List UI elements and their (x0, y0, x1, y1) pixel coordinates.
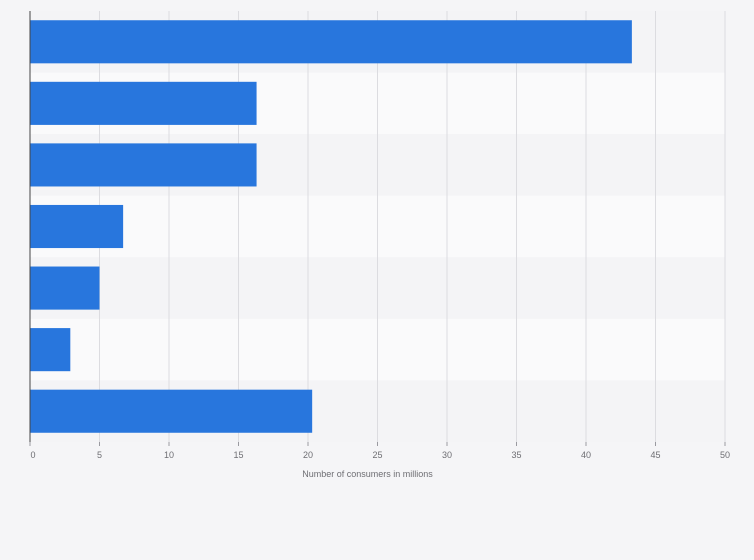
x-tick-label: 15 (233, 450, 243, 460)
bar (30, 204, 124, 249)
bar (30, 389, 313, 433)
x-tick-label: 40 (581, 450, 591, 460)
x-axis-title: Number of consumers in millions (302, 469, 433, 479)
x-tick-label: 0 (30, 450, 35, 460)
bar (30, 81, 257, 125)
x-tick-label: 5 (97, 450, 102, 460)
bar (30, 328, 71, 372)
x-tick-labels: 0 5 10 15 20 25 30 35 40 45 50 (30, 450, 730, 460)
bars (30, 20, 632, 433)
bar (30, 143, 257, 187)
bar (30, 20, 632, 64)
bar (30, 266, 100, 310)
x-tick-label: 25 (372, 450, 382, 460)
x-tick-label: 45 (650, 450, 660, 460)
x-tick-label: 35 (511, 450, 521, 460)
x-tick-label: 30 (442, 450, 452, 460)
x-tick-label: 50 (720, 450, 730, 460)
x-tick-label: 10 (164, 450, 174, 460)
x-tick-label: 20 (303, 450, 313, 460)
